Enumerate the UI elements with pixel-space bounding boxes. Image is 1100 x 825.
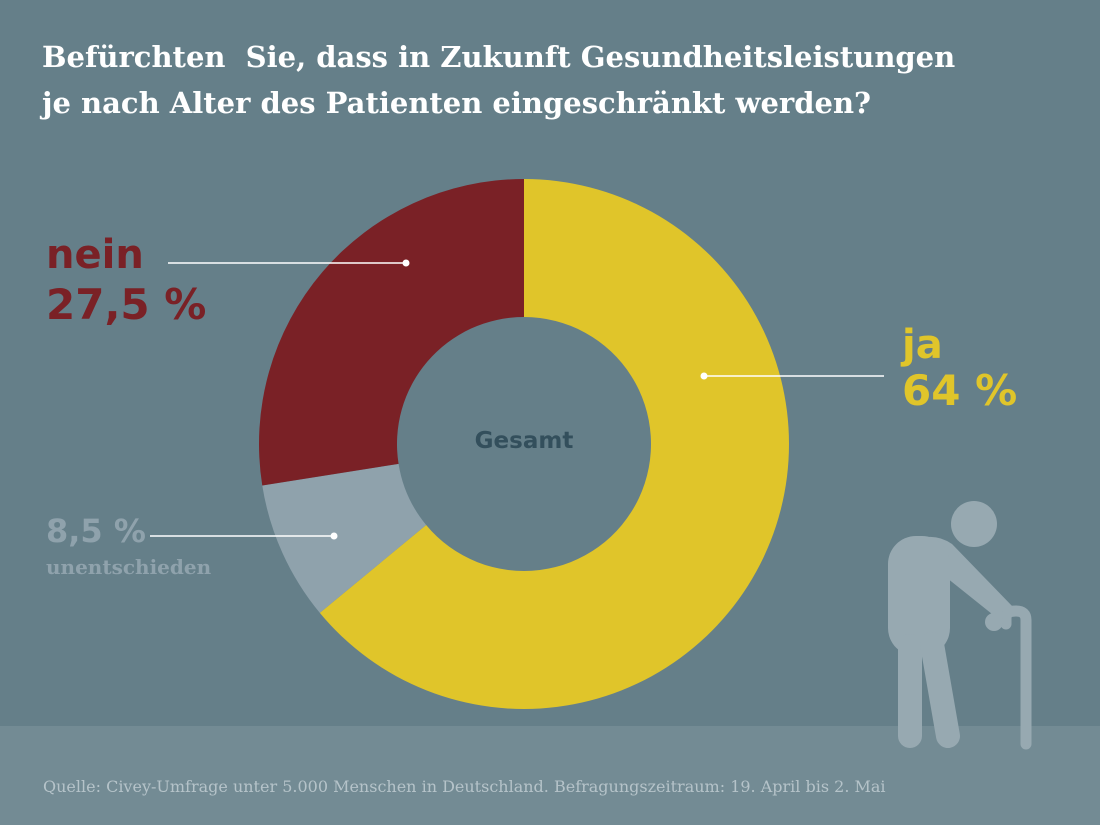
donut-slice-unentschieden [262, 463, 427, 613]
donut-slices [259, 179, 789, 709]
elderly-person-with-cane-icon [888, 501, 1032, 750]
title-line-1: Befürchten Sie, dass in Zukunft Gesundhe… [42, 40, 956, 74]
leader-dot-ja [700, 372, 708, 380]
donut-slice-ja [319, 179, 789, 709]
slice-label-unentschieden: unentschieden [46, 555, 212, 579]
title-line-2: je nach Alter des Patienten eingeschränk… [42, 86, 872, 120]
slice-value-unentschieden: 8,5 % [46, 512, 146, 550]
chart-title: Befürchten Sie, dass in Zukunft Gesundhe… [42, 34, 1042, 126]
leader-lines [150, 259, 884, 540]
donut-slice-nein [259, 179, 524, 486]
slice-label-ja: ja [902, 322, 943, 368]
source-note: Quelle: Civey-Umfrage unter 5.000 Mensch… [43, 777, 886, 796]
slice-value-nein: 27,5 % [46, 280, 207, 329]
leader-dot-nein [402, 259, 410, 267]
leader-dot-unentschieden [330, 532, 338, 540]
slice-value-ja: 64 % [902, 366, 1018, 415]
donut-center-label: Gesamt [474, 428, 574, 454]
slice-label-nein: nein [46, 232, 144, 278]
